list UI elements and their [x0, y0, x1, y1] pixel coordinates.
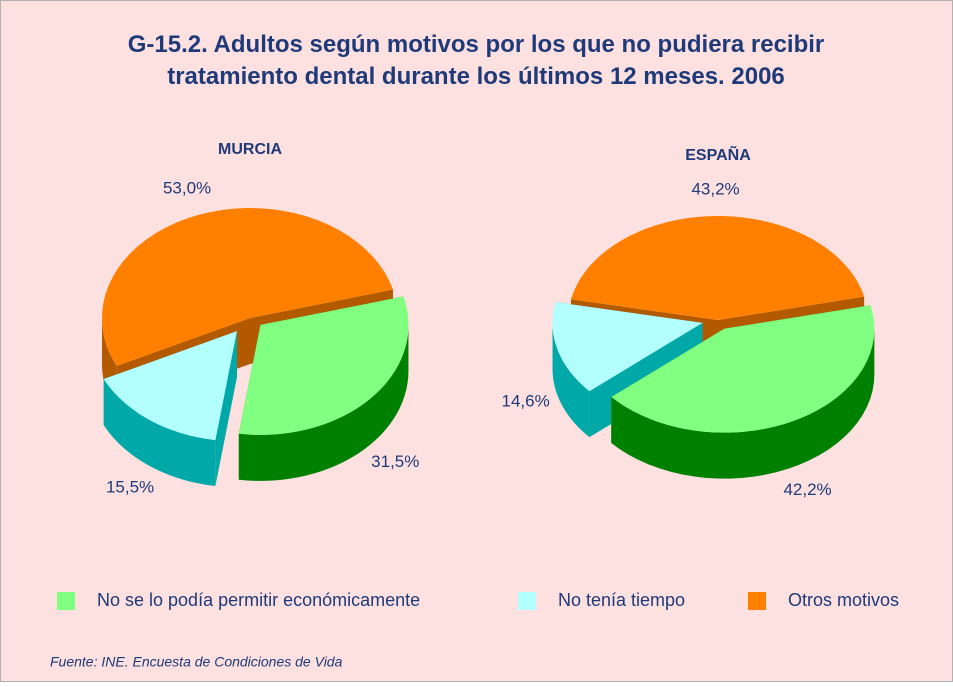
title-line: tratamiento dental durante los últimos 1…	[167, 63, 785, 90]
chart-title: G-15.2. Adultos según motivos por los qu…	[128, 31, 825, 90]
legend-label: No se lo podía permitir económicamente	[97, 590, 420, 610]
slice-side	[238, 324, 409, 481]
pie-slice	[611, 305, 875, 479]
pie-slice	[238, 296, 409, 481]
slice-top	[238, 296, 409, 435]
legend-swatch	[57, 592, 75, 610]
slice-top	[552, 302, 703, 392]
data-label: 15,5%	[106, 477, 154, 496]
data-label: 31,5%	[371, 452, 419, 471]
slice-top	[102, 208, 393, 366]
legend-label: Otros motivos	[788, 590, 899, 610]
slice-side	[552, 322, 590, 438]
legend-swatch	[518, 592, 536, 610]
data-label: 53,0%	[163, 179, 211, 198]
slice-side	[103, 379, 216, 486]
pie-slice	[103, 331, 237, 486]
slice-side	[611, 328, 875, 479]
pie-title: ESPAÑA	[685, 144, 751, 164]
legend-swatch	[748, 592, 766, 610]
source: Fuente: INE. Encuesta de Condiciones de …	[50, 654, 343, 670]
data-label: 42,2%	[783, 480, 831, 499]
data-label: 14,6%	[502, 392, 550, 411]
pie-title: MURCIA	[218, 141, 282, 158]
slice-top	[611, 305, 875, 433]
data-label: 43,2%	[691, 179, 739, 198]
slice-top	[103, 331, 237, 440]
title-line: G-15.2. Adultos según motivos por los qu…	[128, 31, 825, 58]
legend-label: No tenía tiempo	[558, 590, 685, 610]
slice-top	[571, 216, 865, 320]
